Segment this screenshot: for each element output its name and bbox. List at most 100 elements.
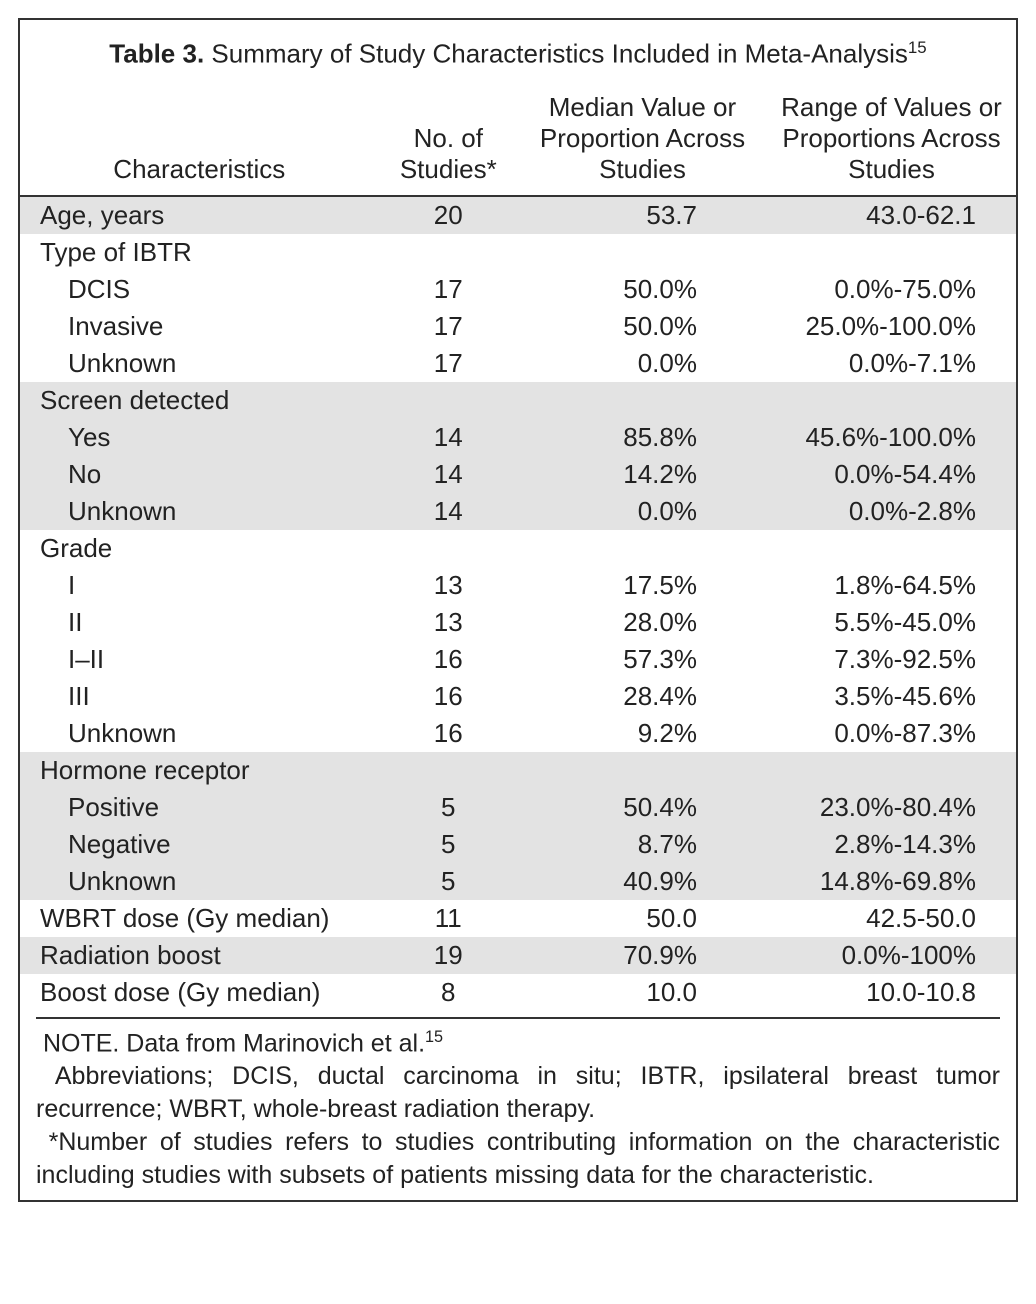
header-range: Range of Values or Proportions Across St… [767,88,1016,196]
cell-studies: 17 [379,345,518,382]
cell-studies: 16 [379,641,518,678]
cell-range: 1.8%-64.5% [767,567,1016,604]
cell-characteristic: Unknown [20,863,379,900]
cell-range: 7.3%-92.5% [767,641,1016,678]
cell-characteristic: III [20,678,379,715]
cell-range: 14.8%-69.8% [767,863,1016,900]
cell-studies [379,382,518,419]
table-body: Age, years2053.743.0-62.1Type of IBTRDCI… [20,196,1016,1011]
cell-studies: 5 [379,863,518,900]
cell-median: 40.9% [518,863,767,900]
table-row: Yes1485.8%45.6%-100.0% [20,419,1016,456]
cell-median: 9.2% [518,715,767,752]
header-studies: No. of Studies* [379,88,518,196]
footer-note-text: NOTE. Data from Marinovich et al. [43,1029,425,1057]
cell-median: 0.0% [518,493,767,530]
cell-studies: 5 [379,826,518,863]
cell-range: 0.0%-100% [767,937,1016,974]
cell-characteristic: Invasive [20,308,379,345]
table-row: Grade [20,530,1016,567]
table-title-text: Summary of Study Characteristics Include… [211,39,908,69]
cell-studies: 19 [379,937,518,974]
cell-range [767,530,1016,567]
cell-characteristic: Negative [20,826,379,863]
cell-characteristic: WBRT dose (Gy median) [20,900,379,937]
table-row: No1414.2%0.0%-54.4% [20,456,1016,493]
table-row: Unknown170.0%0.0%-7.1% [20,345,1016,382]
cell-studies: 11 [379,900,518,937]
cell-range: 3.5%-45.6% [767,678,1016,715]
cell-range: 42.5-50.0 [767,900,1016,937]
cell-range: 5.5%-45.0% [767,604,1016,641]
cell-characteristic: I–II [20,641,379,678]
cell-characteristic: Yes [20,419,379,456]
footer-star: *Number of studies refers to studies con… [36,1126,1000,1192]
table-row: Type of IBTR [20,234,1016,271]
footer-note-citation: 15 [425,1028,443,1046]
table-row: I–II1657.3%7.3%-92.5% [20,641,1016,678]
cell-range: 0.0%-54.4% [767,456,1016,493]
cell-range: 23.0%-80.4% [767,789,1016,826]
cell-characteristic: Hormone receptor [20,752,379,789]
cell-studies: 14 [379,419,518,456]
cell-studies: 17 [379,308,518,345]
table-row: Negative58.7%2.8%-14.3% [20,826,1016,863]
table-label: Table 3. [109,39,204,69]
cell-characteristic: DCIS [20,271,379,308]
cell-median: 28.4% [518,678,767,715]
cell-range: 2.8%-14.3% [767,826,1016,863]
table-row: I1317.5%1.8%-64.5% [20,567,1016,604]
cell-characteristic: Boost dose (Gy median) [20,974,379,1011]
footer-note: NOTE. Data from Marinovich et al.15 [36,1027,1000,1060]
cell-studies: 8 [379,974,518,1011]
cell-studies [379,530,518,567]
cell-median [518,382,767,419]
table-footer: NOTE. Data from Marinovich et al.15 Abbr… [36,1017,1000,1192]
cell-studies: 5 [379,789,518,826]
table-title: Table 3. Summary of Study Characteristic… [20,32,1016,88]
header-row: Characteristics No. of Studies* Median V… [20,88,1016,196]
cell-range: 25.0%-100.0% [767,308,1016,345]
cell-median: 28.0% [518,604,767,641]
table-row: Unknown140.0%0.0%-2.8% [20,493,1016,530]
table-row: WBRT dose (Gy median)1150.042.5-50.0 [20,900,1016,937]
cell-characteristic: Type of IBTR [20,234,379,271]
cell-studies: 14 [379,493,518,530]
cell-characteristic: Screen detected [20,382,379,419]
cell-range [767,234,1016,271]
cell-range: 10.0-10.8 [767,974,1016,1011]
cell-characteristic: I [20,567,379,604]
cell-studies: 17 [379,271,518,308]
table-container: Table 3. Summary of Study Characteristic… [18,18,1018,1202]
cell-range: 0.0%-7.1% [767,345,1016,382]
footer-star-text: *Number of studies refers to studies con… [36,1128,1000,1189]
cell-studies [379,752,518,789]
cell-characteristic: II [20,604,379,641]
table-row: Screen detected [20,382,1016,419]
cell-median: 57.3% [518,641,767,678]
cell-median: 14.2% [518,456,767,493]
cell-median: 50.4% [518,789,767,826]
cell-median [518,234,767,271]
table-row: DCIS1750.0%0.0%-75.0% [20,271,1016,308]
cell-median [518,530,767,567]
cell-median [518,752,767,789]
data-table: Characteristics No. of Studies* Median V… [20,88,1016,1011]
table-row: Age, years2053.743.0-62.1 [20,196,1016,234]
cell-characteristic: No [20,456,379,493]
cell-studies: 13 [379,567,518,604]
cell-characteristic: Unknown [20,493,379,530]
cell-characteristic: Age, years [20,196,379,234]
table-row: Boost dose (Gy median)810.010.0-10.8 [20,974,1016,1011]
cell-median: 50.0% [518,271,767,308]
cell-range [767,382,1016,419]
title-citation: 15 [908,38,927,57]
cell-range: 0.0%-2.8% [767,493,1016,530]
cell-range: 0.0%-75.0% [767,271,1016,308]
cell-median: 53.7 [518,196,767,234]
cell-range: 0.0%-87.3% [767,715,1016,752]
cell-characteristic: Unknown [20,345,379,382]
footer-abbrev: Abbreviations; DCIS, ductal carcinoma in… [36,1060,1000,1126]
header-median: Median Value or Proportion Across Studie… [518,88,767,196]
cell-median: 10.0 [518,974,767,1011]
